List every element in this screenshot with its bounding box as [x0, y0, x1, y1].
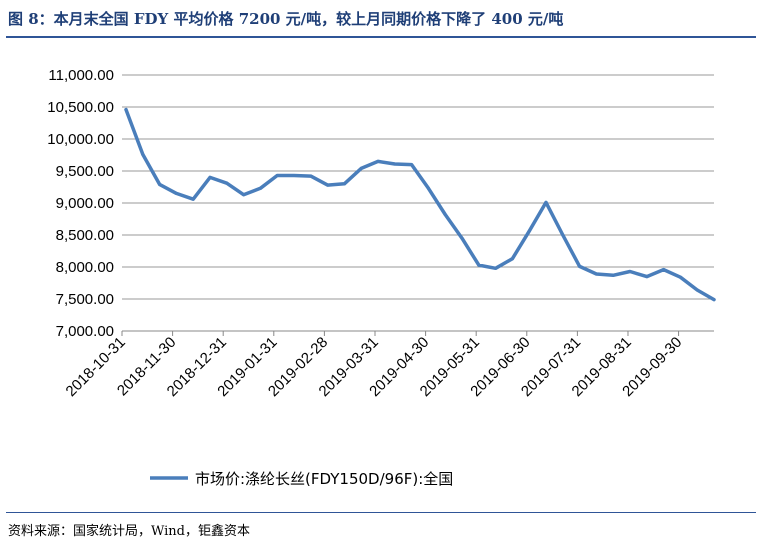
- y-tick-label: 7,000.00: [56, 323, 114, 340]
- data-point: [174, 191, 178, 195]
- data-point: [158, 182, 162, 186]
- data-point: [225, 181, 229, 185]
- grid-lines: [122, 74, 714, 332]
- data-point: [292, 173, 296, 177]
- data-point: [678, 275, 682, 279]
- data-point: [309, 174, 313, 178]
- data-point: [359, 166, 363, 170]
- data-point: [443, 213, 447, 217]
- data-point: [275, 173, 279, 177]
- data-point: [208, 175, 212, 179]
- series-line: [124, 107, 716, 302]
- data-point: [376, 159, 380, 163]
- y-tick-label: 7,500.00: [56, 291, 114, 308]
- data-point: [460, 236, 464, 240]
- data-point: [578, 264, 582, 268]
- data-point: [426, 186, 430, 190]
- y-tick-label: 10,000.00: [47, 131, 114, 148]
- data-point: [342, 182, 346, 186]
- data-point: [544, 200, 548, 204]
- source-note: 资料来源：国家统计局，Wind，钜鑫资本: [8, 524, 250, 539]
- data-point: [561, 233, 565, 237]
- data-point: [527, 229, 531, 233]
- data-point: [628, 269, 632, 273]
- data-point: [494, 266, 498, 270]
- y-tick-label: 11,000.00: [48, 67, 114, 84]
- y-tick-label: 8,000.00: [56, 259, 114, 276]
- data-point: [477, 263, 481, 267]
- footer-divider: [6, 512, 756, 513]
- title-divider: [6, 36, 756, 38]
- x-axis: 2018-10-312018-11-302018-12-312019-01-31…: [63, 331, 685, 400]
- data-point: [191, 197, 195, 201]
- y-axis: 11,000.00 10,500.00 10,000.00 9,500.00 9,000…: [47, 67, 114, 340]
- data-point: [695, 288, 699, 292]
- data-point: [258, 186, 262, 190]
- data-point: [326, 183, 330, 187]
- y-tick-label: 10,500.00: [47, 99, 114, 116]
- data-point: [645, 275, 649, 279]
- data-point: [242, 193, 246, 197]
- line-chart: 11,000.00 10,500.00 10,000.00 9,500.00 9,000…: [47, 67, 716, 488]
- data-point: [712, 298, 716, 302]
- series-group: [124, 107, 716, 302]
- legend-label: 市场价:涤纶长丝(FDY150D/96F):全国: [195, 470, 453, 488]
- data-point: [594, 272, 598, 276]
- y-tick-label: 9,500.00: [56, 163, 114, 180]
- legend: 市场价:涤纶长丝(FDY150D/96F):全国: [150, 470, 453, 488]
- data-point: [510, 257, 514, 261]
- chart-title: 图 8：本月末全国 FDY 平均价格 7200 元/吨，较上月同期价格下降了 4…: [8, 10, 564, 28]
- data-point: [662, 268, 666, 272]
- y-tick-label: 9,000.00: [56, 195, 114, 212]
- data-point: [124, 108, 128, 112]
- data-point: [141, 152, 145, 156]
- data-point: [410, 163, 414, 167]
- data-point: [393, 162, 397, 166]
- y-tick-label: 8,500.00: [56, 227, 114, 244]
- data-point: [611, 273, 615, 277]
